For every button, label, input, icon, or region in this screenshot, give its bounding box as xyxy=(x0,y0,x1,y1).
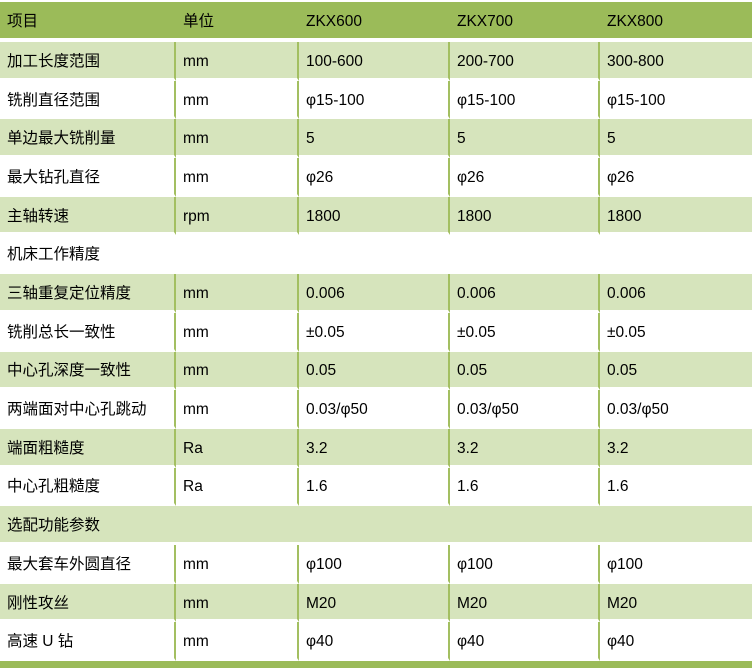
value-cell: 1800 xyxy=(600,196,752,236)
unit-cell: mm xyxy=(176,42,299,81)
value-cell: 1800 xyxy=(299,196,450,236)
section-row: 机床工作精度 xyxy=(0,235,752,275)
row-label-cell: 单边最大铣削量 xyxy=(0,119,176,159)
value-cell: M20 xyxy=(299,583,450,623)
unit-cell: mm xyxy=(176,390,299,429)
table-row: 主轴转速 rpm 1800 1800 1800 xyxy=(0,196,752,236)
value-cell: 100-600 xyxy=(299,42,450,81)
row-label-cell: 刚性攻丝 xyxy=(0,583,176,623)
table-row: 最大套车外圆直径 mm φ100 φ100 φ100 xyxy=(0,544,752,584)
column-header-unit: 单位 xyxy=(176,2,299,42)
table-row: 端面粗糙度 Ra 3.2 3.2 3.2 xyxy=(0,428,752,468)
value-cell: φ40 xyxy=(450,622,600,661)
value-cell: 0.05 xyxy=(600,351,752,391)
row-label-cell: 铣削总长一致性 xyxy=(0,312,176,352)
row-label-cell: 铣削直径范围 xyxy=(0,80,176,120)
unit-cell: mm xyxy=(176,351,299,391)
value-cell: 3.2 xyxy=(450,428,600,468)
value-cell: 0.006 xyxy=(299,274,450,313)
value-cell: φ100 xyxy=(299,544,450,584)
unit-cell: mm xyxy=(176,312,299,352)
row-label-cell: 两端面对中心孔跳动 xyxy=(0,390,176,429)
row-label-cell: 加工长度范围 xyxy=(0,42,176,81)
value-cell: φ40 xyxy=(299,622,450,661)
next-row-strip xyxy=(0,661,752,668)
value-cell: 200-700 xyxy=(450,42,600,81)
value-cell: φ100 xyxy=(450,544,600,584)
table-row: 铣削总长一致性 mm ±0.05 ±0.05 ±0.05 xyxy=(0,312,752,352)
value-cell: φ100 xyxy=(600,544,752,584)
section-label: 选配功能参数 xyxy=(0,506,752,545)
column-header-zkx800: ZKX800 xyxy=(600,2,752,42)
table-row: 两端面对中心孔跳动 mm 0.03/φ50 0.03/φ50 0.03/φ50 xyxy=(0,390,752,429)
column-header-zkx600: ZKX600 xyxy=(299,2,450,42)
value-cell: φ15-100 xyxy=(600,80,752,120)
value-cell: 1800 xyxy=(450,196,600,236)
unit-cell: rpm xyxy=(176,196,299,236)
table-row: 加工长度范围 mm 100-600 200-700 300-800 xyxy=(0,42,752,81)
table-row: 单边最大铣削量 mm 5 5 5 xyxy=(0,119,752,159)
value-cell: 5 xyxy=(600,119,752,159)
unit-cell: mm xyxy=(176,119,299,159)
value-cell: 0.03/φ50 xyxy=(299,390,450,429)
value-cell: ±0.05 xyxy=(450,312,600,352)
table-row: 铣削直径范围 mm φ15-100 φ15-100 φ15-100 xyxy=(0,80,752,120)
value-cell: 300-800 xyxy=(600,42,752,81)
unit-cell: Ra xyxy=(176,428,299,468)
value-cell: 1.6 xyxy=(299,467,450,507)
value-cell: 0.006 xyxy=(600,274,752,313)
value-cell: φ26 xyxy=(600,158,752,197)
table-row: 最大钻孔直径 mm φ26 φ26 φ26 xyxy=(0,158,752,197)
value-cell: 1.6 xyxy=(600,467,752,507)
value-cell: 0.05 xyxy=(299,351,450,391)
unit-cell: mm xyxy=(176,158,299,197)
table-body: 加工长度范围 mm 100-600 200-700 300-800 铣削直径范围 mm φ15… xyxy=(0,42,752,661)
value-cell: φ26 xyxy=(450,158,600,197)
value-cell: ±0.05 xyxy=(600,312,752,352)
unit-cell: mm xyxy=(176,622,299,661)
row-label-cell: 主轴转速 xyxy=(0,196,176,236)
row-label-cell: 中心孔粗糙度 xyxy=(0,467,176,507)
unit-cell: Ra xyxy=(176,467,299,507)
table-row: 高速 U 钻 mm φ40 φ40 φ40 xyxy=(0,622,752,661)
value-cell: φ40 xyxy=(600,622,752,661)
value-cell: φ15-100 xyxy=(450,80,600,120)
unit-cell: mm xyxy=(176,583,299,623)
row-label-cell: 中心孔深度一致性 xyxy=(0,351,176,391)
row-label-cell: 最大钻孔直径 xyxy=(0,158,176,197)
row-label-cell: 最大套车外圆直径 xyxy=(0,544,176,584)
value-cell: 3.2 xyxy=(299,428,450,468)
value-cell: M20 xyxy=(600,583,752,623)
value-cell: 5 xyxy=(450,119,600,159)
value-cell: 1.6 xyxy=(450,467,600,507)
row-label-cell: 三轴重复定位精度 xyxy=(0,274,176,313)
unit-cell: mm xyxy=(176,274,299,313)
row-label-cell: 高速 U 钻 xyxy=(0,622,176,661)
table-row: 中心孔粗糙度 Ra 1.6 1.6 1.6 xyxy=(0,467,752,507)
table-row: 刚性攻丝 mm M20 M20 M20 xyxy=(0,583,752,623)
unit-cell: mm xyxy=(176,80,299,120)
value-cell: 0.05 xyxy=(450,351,600,391)
value-cell: φ26 xyxy=(299,158,450,197)
header-row: 项目 单位 ZKX600 ZKX700 ZKX800 xyxy=(0,2,752,42)
table-row: 三轴重复定位精度 mm 0.006 0.006 0.006 xyxy=(0,274,752,313)
value-cell: 3.2 xyxy=(600,428,752,468)
section-label: 机床工作精度 xyxy=(0,235,752,275)
value-cell: 0.03/φ50 xyxy=(600,390,752,429)
column-header-zkx700: ZKX700 xyxy=(450,2,600,42)
section-row: 选配功能参数 xyxy=(0,506,752,545)
table-row: 中心孔深度一致性 mm 0.05 0.05 0.05 xyxy=(0,351,752,391)
value-cell: M20 xyxy=(450,583,600,623)
value-cell: 0.03/φ50 xyxy=(450,390,600,429)
unit-cell: mm xyxy=(176,544,299,584)
row-label-cell: 端面粗糙度 xyxy=(0,428,176,468)
value-cell: ±0.05 xyxy=(299,312,450,352)
column-header-item: 项目 xyxy=(0,2,176,42)
value-cell: 0.006 xyxy=(450,274,600,313)
value-cell: 5 xyxy=(299,119,450,159)
value-cell: φ15-100 xyxy=(299,80,450,120)
